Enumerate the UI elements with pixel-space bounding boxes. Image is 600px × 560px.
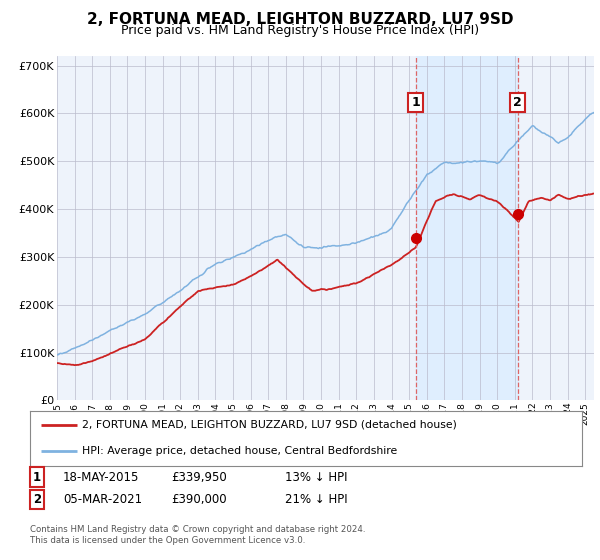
Text: £390,000: £390,000	[171, 493, 227, 506]
Text: Price paid vs. HM Land Registry's House Price Index (HPI): Price paid vs. HM Land Registry's House …	[121, 24, 479, 37]
Text: 1: 1	[33, 470, 41, 484]
Text: HPI: Average price, detached house, Central Bedfordshire: HPI: Average price, detached house, Cent…	[82, 446, 398, 455]
Text: 2, FORTUNA MEAD, LEIGHTON BUZZARD, LU7 9SD (detached house): 2, FORTUNA MEAD, LEIGHTON BUZZARD, LU7 9…	[82, 420, 457, 430]
Text: 05-MAR-2021: 05-MAR-2021	[63, 493, 142, 506]
Text: Contains HM Land Registry data © Crown copyright and database right 2024.
This d: Contains HM Land Registry data © Crown c…	[30, 525, 365, 545]
Bar	[416, 56, 518, 400]
Text: 2: 2	[33, 493, 41, 506]
Text: 2: 2	[514, 96, 522, 109]
Text: 1: 1	[412, 96, 420, 109]
Text: 21% ↓ HPI: 21% ↓ HPI	[285, 493, 347, 506]
Text: £339,950: £339,950	[171, 470, 227, 484]
Text: 13% ↓ HPI: 13% ↓ HPI	[285, 470, 347, 484]
Text: 2, FORTUNA MEAD, LEIGHTON BUZZARD, LU7 9SD: 2, FORTUNA MEAD, LEIGHTON BUZZARD, LU7 9…	[87, 12, 513, 27]
Text: 18-MAY-2015: 18-MAY-2015	[63, 470, 139, 484]
